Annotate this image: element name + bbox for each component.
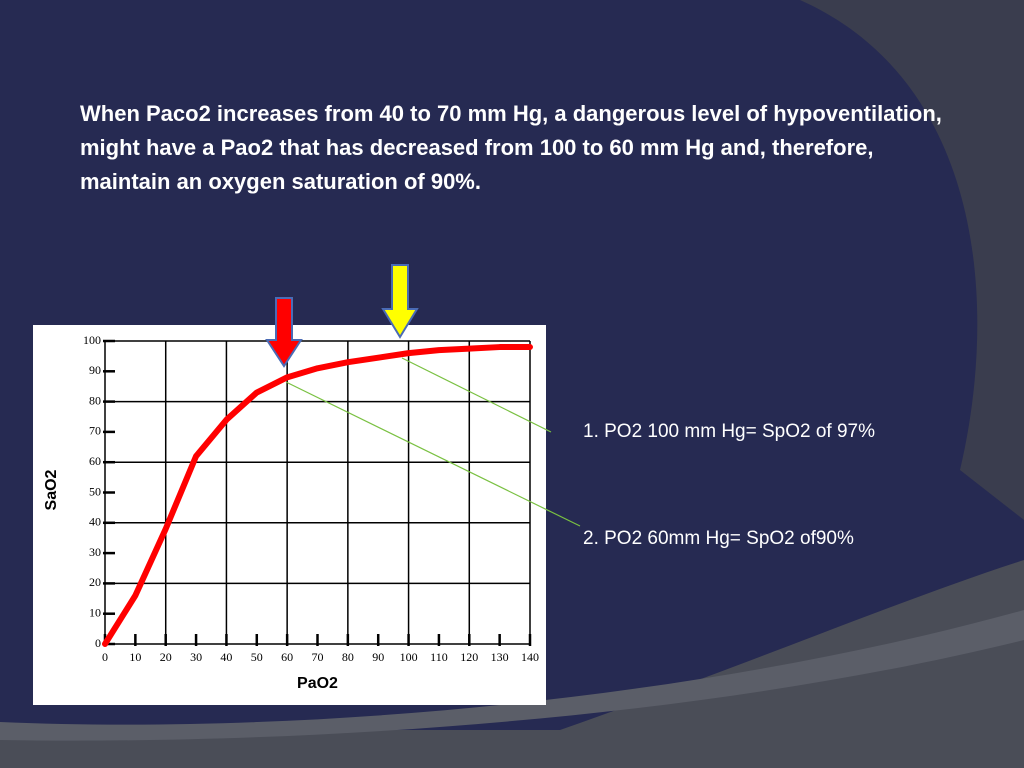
chart-background	[33, 325, 546, 705]
y-tick-label: 10	[89, 605, 101, 619]
data-line	[102, 344, 533, 647]
y-tick-label: 50	[89, 484, 101, 498]
decor-shape	[800, 0, 1024, 520]
arrow-marker	[381, 264, 419, 339]
y-tick-label: 70	[89, 424, 101, 438]
slide-text: When Paco2 increases from 40 to 70 mm Hg…	[80, 101, 942, 194]
y-tick-label: 100	[83, 333, 101, 347]
x-tick-label: 60	[281, 650, 293, 664]
decor-band	[0, 610, 1024, 741]
y-axis-label: SaO2	[43, 469, 60, 510]
x-tick-label: 50	[251, 650, 263, 664]
pointer-line	[401, 357, 552, 433]
y-tick-label: 20	[89, 575, 101, 589]
x-tick-label: 120	[460, 650, 478, 664]
x-tick-label: 70	[312, 650, 324, 664]
x-tick-label: 90	[372, 650, 384, 664]
y-tick-label: 60	[89, 454, 101, 468]
note: 1. PO2 100 mm Hg= SpO2 of 97%	[583, 421, 876, 442]
x-tick-label: 20	[160, 650, 172, 664]
y-tick-label: 40	[89, 515, 101, 529]
x-tick-label: 80	[342, 650, 354, 664]
x-tick-label: 110	[430, 650, 448, 664]
pointer-line	[285, 381, 581, 527]
x-tick-label: 40	[220, 650, 232, 664]
y-tick-label: 0	[95, 636, 101, 650]
x-tick-label: 0	[102, 650, 108, 664]
y-tick-label: 80	[89, 393, 101, 407]
decor-shape	[0, 560, 1024, 768]
y-tick-label: 30	[89, 545, 101, 559]
note: 2. PO2 60mm Hg= SpO2 of90%	[583, 528, 854, 549]
x-tick-label: 100	[400, 650, 418, 664]
x-tick-label: 10	[129, 650, 141, 664]
arrow-marker	[265, 297, 303, 368]
y-tick-label: 90	[89, 363, 101, 377]
x-tick-label: 130	[491, 650, 509, 664]
x-axis-label: PaO2	[297, 675, 338, 692]
x-tick-label: 30	[190, 650, 202, 664]
x-tick-label: 140	[521, 650, 539, 664]
